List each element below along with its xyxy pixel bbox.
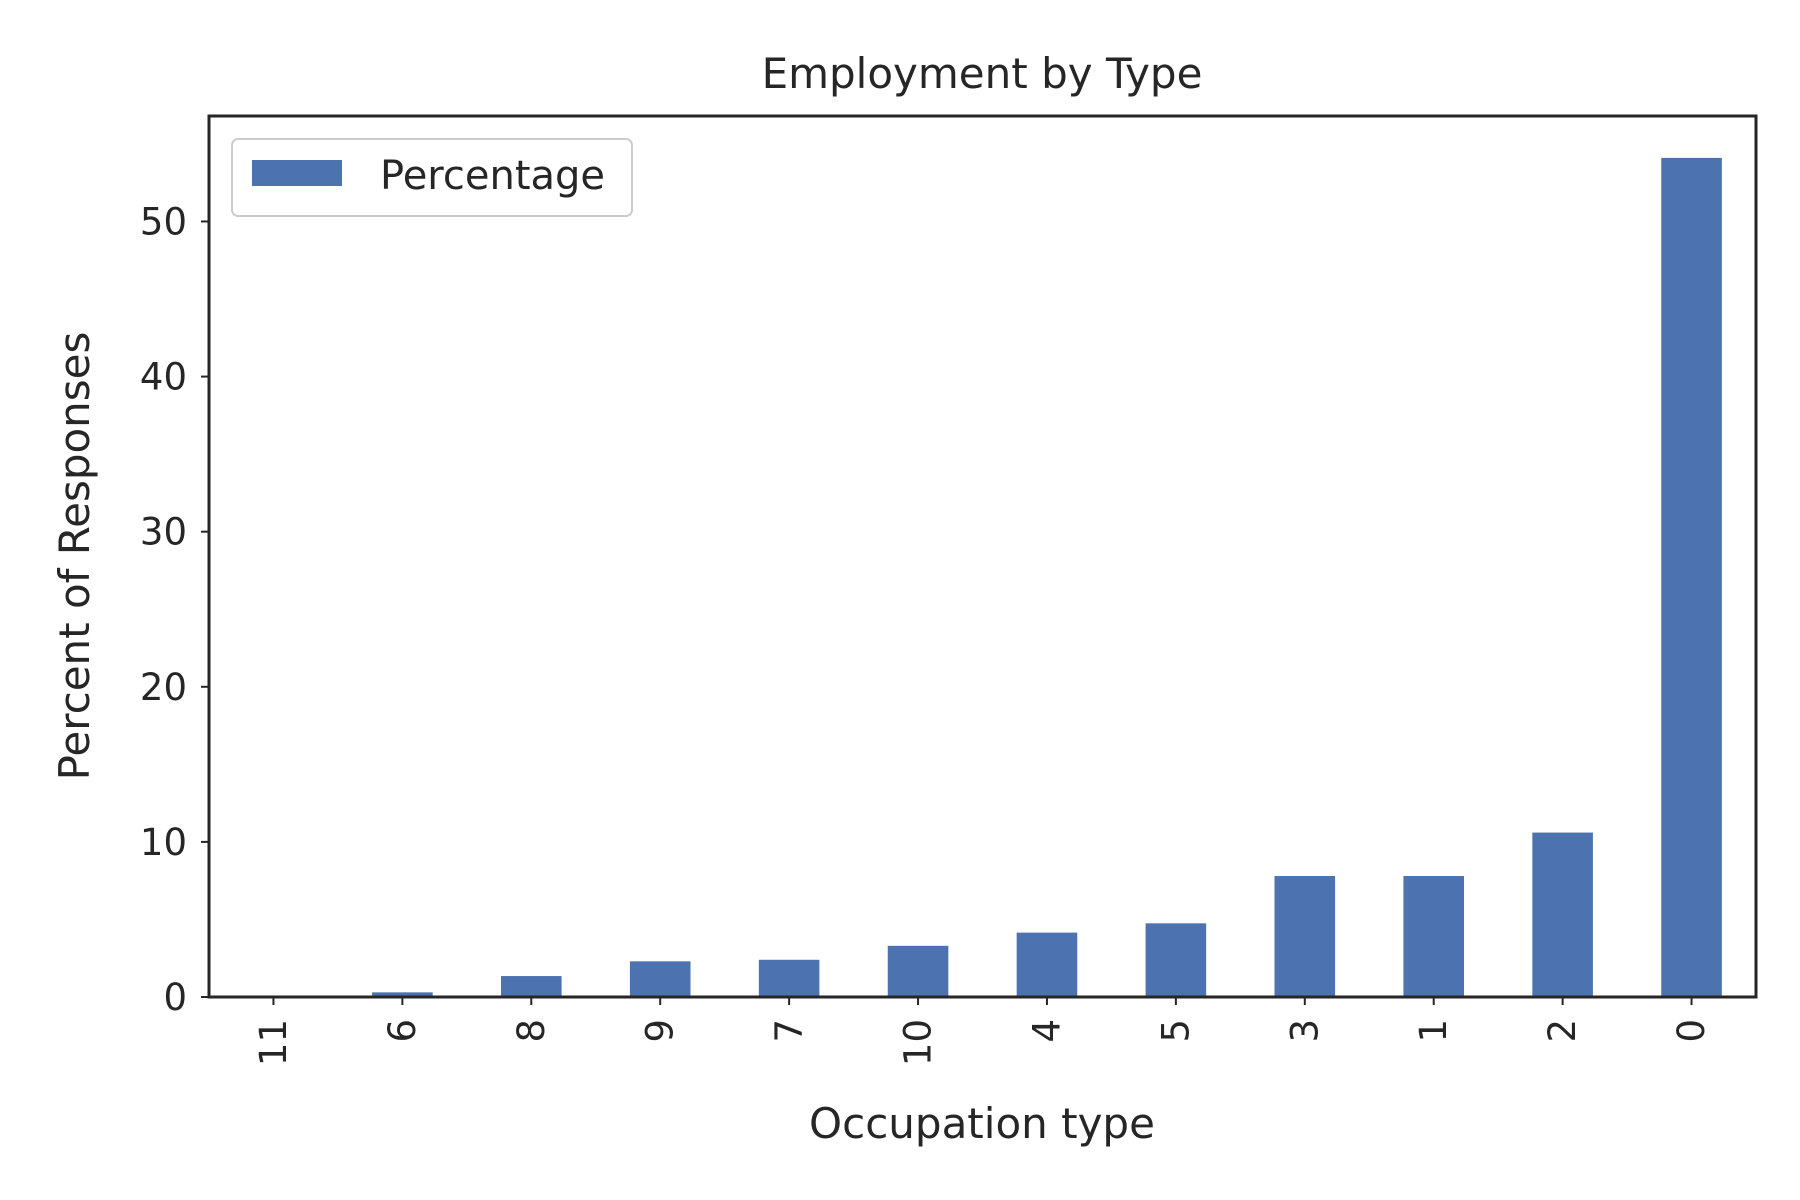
bar-10 — [887, 945, 949, 997]
plot-frame — [207, 114, 1758, 999]
bar-8 — [501, 976, 562, 997]
bar-1 — [1403, 876, 1464, 997]
x-axis-ticks: 11 6 8 9 7 10 4 5 3 1 2 0 — [252, 997, 1713, 1066]
x-tick-label: 6 — [381, 1019, 424, 1043]
legend: Percentage — [231, 138, 633, 217]
bar-3 — [1274, 876, 1336, 997]
legend-label-percentage: Percentage — [380, 153, 605, 199]
x-tick-label: 9 — [639, 1019, 682, 1043]
x-tick-label: 8 — [510, 1019, 553, 1043]
y-axis-label: Percent of Responses — [50, 332, 99, 781]
y-tick-label: 40 — [140, 356, 187, 399]
x-tick-label: 7 — [768, 1019, 811, 1043]
x-tick-label: 2 — [1541, 1019, 1584, 1043]
bar-5 — [1145, 923, 1207, 997]
x-tick-label: 1 — [1412, 1019, 1455, 1043]
bar-9 — [629, 961, 691, 997]
bar-4 — [1016, 932, 1078, 997]
x-tick-label: 11 — [252, 1019, 295, 1066]
bar-2 — [1532, 832, 1593, 997]
x-tick-label: 3 — [1283, 1019, 1326, 1043]
y-tick-label: 0 — [163, 976, 187, 1019]
y-tick-label: 20 — [140, 666, 187, 709]
x-tick-label: 4 — [1025, 1019, 1068, 1043]
bar-6 — [372, 992, 433, 997]
x-tick-label: 10 — [897, 1019, 940, 1066]
legend-box — [231, 138, 633, 217]
bar-7 — [758, 959, 820, 997]
bar-0 — [1661, 157, 1722, 997]
chart-title: Employment by Type — [762, 49, 1203, 98]
x-axis-label: Occupation type — [809, 1099, 1155, 1148]
bars-group — [243, 157, 1722, 997]
y-tick-label: 30 — [140, 511, 187, 554]
y-axis-ticks: 0 10 20 30 40 50 — [140, 200, 209, 1019]
x-tick-label: 0 — [1670, 1019, 1713, 1043]
y-tick-label: 10 — [140, 821, 187, 864]
legend-swatch-percentage — [252, 160, 342, 186]
y-tick-label: 50 — [140, 200, 187, 243]
x-tick-label: 5 — [1154, 1019, 1197, 1043]
